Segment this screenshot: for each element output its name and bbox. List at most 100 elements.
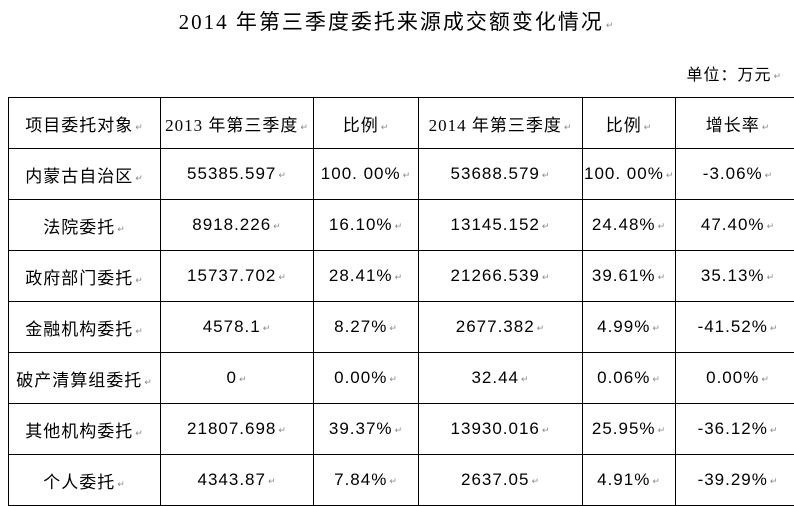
table-cell: 15737.702↵ [161,251,314,302]
table-cell: -39.29%↵ [676,455,794,506]
paragraph-mark-icon: ↵ [278,426,287,436]
table-cell: 16.10%↵ [314,200,419,251]
paragraph-mark-icon: ↵ [542,222,551,232]
table-cell: 28.41%↵ [314,251,419,302]
commission-source-table: 项目委托对象↵ 2013 年第三季度↵ 比例↵ 2014 年第三季度↵ 比例↵ … [8,97,794,506]
table-row: 政府部门委托↵ 15737.702↵ 28.41%↵ 21266.539↵ 39… [9,251,794,302]
paragraph-mark-icon: ↵ [767,273,776,283]
table-cell: 100. 00%↵ [583,149,676,200]
paragraph-mark-icon: ↵ [239,375,248,385]
paragraph-mark-icon: ↵ [263,324,272,334]
row-label: 破产清算组委托↵ [9,353,161,404]
table-row: 内蒙古自治区↵ 55385.597↵ 100. 00%↵ 53688.579↵ … [9,149,794,200]
table-cell: 7.84%↵ [314,455,419,506]
paragraph-mark-icon: ↵ [273,222,282,232]
table-cell: 13930.016↵ [419,404,583,455]
table-cell: 21807.698↵ [161,404,314,455]
paragraph-mark-icon: ↵ [765,171,774,181]
paragraph-mark-icon: ↵ [135,327,144,337]
table-cell: 2677.382↵ [419,302,583,353]
table-cell: 39.37%↵ [314,404,419,455]
paragraph-mark-icon: ↵ [644,123,653,133]
paragraph-mark-icon: ↵ [542,273,551,283]
table-cell: 55385.597↵ [161,149,314,200]
unit-label: 单位：万元↵ [686,61,782,85]
table-cell: -41.52%↵ [676,302,794,353]
paragraph-mark-icon: ↵ [395,222,404,232]
paragraph-mark-icon: ↵ [652,477,661,487]
table-cell: 53688.579↵ [419,149,583,200]
paragraph-mark-icon: ↵ [761,375,770,385]
table-cell: 8.27%↵ [314,302,419,353]
table-cell: 0.00%↵ [314,353,419,404]
table-cell: 8918.226↵ [161,200,314,251]
row-label: 其他机构委托↵ [9,404,161,455]
paragraph-mark-icon: ↵ [389,477,398,487]
table-cell: 47.40%↵ [676,200,794,251]
paragraph-mark-icon: ↵ [389,375,398,385]
paragraph-mark-icon: ↵ [773,72,782,82]
paragraph-mark-icon: ↵ [767,222,776,232]
table-row: 法院委托↵ 8918.226↵ 16.10%↵ 13145.152↵ 24.48… [9,200,794,251]
paragraph-mark-icon: ↵ [300,123,309,133]
table-cell: -3.06%↵ [676,149,794,200]
table-cell: 4343.87↵ [161,455,314,506]
header-cell: 项目委托对象↵ [9,98,161,149]
table-cell: 4578.1↵ [161,302,314,353]
table-cell: 100. 00%↵ [314,149,419,200]
table-cell: 25.95%↵ [583,404,676,455]
table-cell: 21266.539↵ [419,251,583,302]
table-cell: 4.91%↵ [583,455,676,506]
paragraph-mark-icon: ↵ [652,324,661,334]
paragraph-mark-icon: ↵ [770,426,779,436]
page-title: 2014 年第三季度委托来源成交额变化情况↵ [0,6,794,36]
table-cell: 32.44↵ [419,353,583,404]
paragraph-mark-icon: ↵ [389,324,398,334]
table-row: 破产清算组委托↵ 0↵ 0.00%↵ 32.44↵ 0.06%↵ 0.00%↵ [9,353,794,404]
paragraph-mark-icon: ↵ [658,273,667,283]
row-label: 内蒙古自治区↵ [9,149,161,200]
table-cell: 24.48%↵ [583,200,676,251]
paragraph-mark-icon: ↵ [144,378,153,388]
paragraph-mark-icon: ↵ [521,375,530,385]
table-cell: -36.12%↵ [676,404,794,455]
paragraph-mark-icon: ↵ [381,123,390,133]
paragraph-mark-icon: ↵ [135,276,144,286]
paragraph-mark-icon: ↵ [395,426,404,436]
table-row: 其他机构委托↵ 21807.698↵ 39.37%↵ 13930.016↵ 25… [9,404,794,455]
table-row: 金融机构委托↵ 4578.1↵ 8.27%↵ 2677.382↵ 4.99%↵ … [9,302,794,353]
paragraph-mark-icon: ↵ [542,426,551,436]
row-label: 个人委托↵ [9,455,161,506]
paragraph-mark-icon: ↵ [531,477,540,487]
paragraph-mark-icon: ↵ [403,171,412,181]
paragraph-mark-icon: ↵ [117,225,126,235]
paragraph-mark-icon: ↵ [564,123,573,133]
paragraph-mark-icon: ↵ [770,324,779,334]
paragraph-mark-icon: ↵ [117,480,126,490]
row-label: 金融机构委托↵ [9,302,161,353]
paragraph-mark-icon: ↵ [135,429,144,439]
header-cell: 比例↵ [583,98,676,149]
header-cell: 增长率↵ [676,98,794,149]
paragraph-mark-icon: ↵ [658,222,667,232]
table-cell: 0.00%↵ [676,353,794,404]
paragraph-mark-icon: ↵ [537,324,546,334]
header-cell: 2013 年第三季度↵ [161,98,314,149]
row-label: 政府部门委托↵ [9,251,161,302]
paragraph-mark-icon: ↵ [606,21,616,31]
row-label: 法院委托↵ [9,200,161,251]
table-cell: 39.61%↵ [583,251,676,302]
paragraph-mark-icon: ↵ [542,171,551,181]
paragraph-mark-icon: ↵ [135,174,144,184]
paragraph-mark-icon: ↵ [268,477,277,487]
paragraph-mark-icon: ↵ [278,273,287,283]
table-cell: 0.06%↵ [583,353,676,404]
header-cell: 比例↵ [314,98,419,149]
paragraph-mark-icon: ↵ [762,123,771,133]
table-row: 个人委托↵ 4343.87↵ 7.84%↵ 2637.05↵ 4.91%↵ -3… [9,455,794,506]
paragraph-mark-icon: ↵ [658,426,667,436]
table-cell: 35.13%↵ [676,251,794,302]
paragraph-mark-icon: ↵ [770,477,779,487]
header-cell: 2014 年第三季度↵ [419,98,583,149]
paragraph-mark-icon: ↵ [395,273,404,283]
